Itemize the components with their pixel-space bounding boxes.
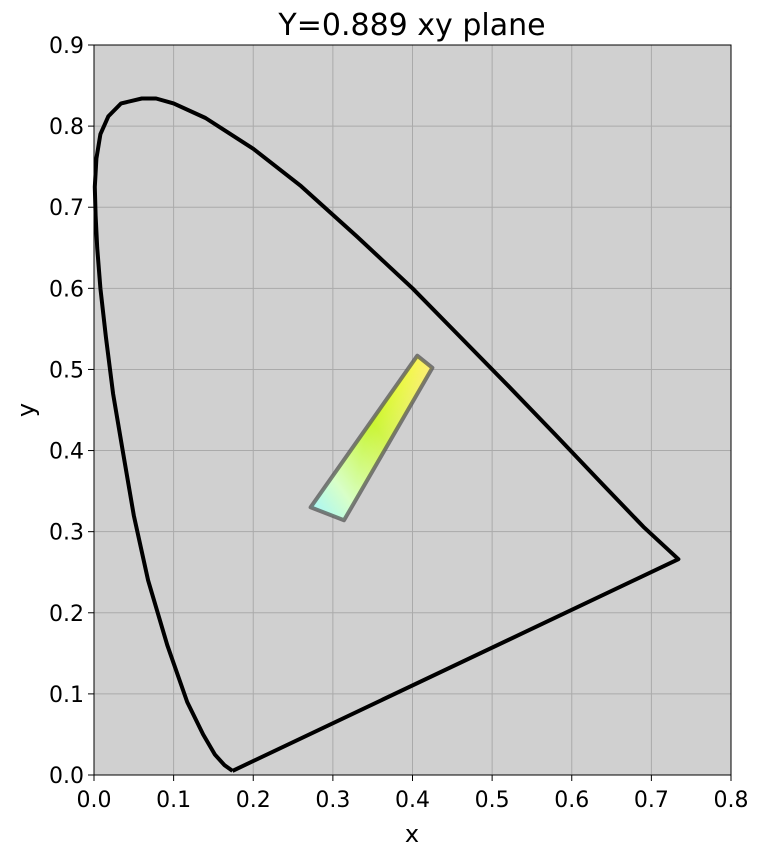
- y-tick-label: 0.1: [49, 683, 84, 708]
- y-tick-label: 0.9: [49, 34, 84, 59]
- gamut-slice-tint: [310, 355, 433, 521]
- y-tick-label: 0.7: [49, 196, 84, 221]
- x-tick-label: 0.4: [395, 788, 430, 813]
- x-tick-label: 0.6: [554, 788, 589, 813]
- gamut-slice-outline: [308, 353, 435, 523]
- x-tick-label: 0.7: [634, 788, 669, 813]
- y-axis-label: y: [12, 403, 40, 417]
- chart-title: Y=0.889 xy plane: [277, 8, 545, 43]
- y-tick-label: 0.6: [49, 277, 84, 302]
- y-tick-label: 0.5: [49, 358, 84, 383]
- y-tick-label: 0.8: [49, 115, 84, 140]
- ticks: 0.0 0.1 0.2 0.3 0.4 0.5 0.6 0.7 0.8 0.0 0.1 0.2 0.3 0…: [49, 34, 749, 813]
- x-tick-label: 0.1: [156, 788, 191, 813]
- x-tick-label: 0.0: [77, 788, 112, 813]
- x-tick-label: 0.2: [236, 788, 271, 813]
- series-layer: [92, 96, 681, 773]
- x-tick-label: 0.8: [714, 788, 749, 813]
- y-tick-label: 0.3: [49, 521, 84, 546]
- x-tick-label: 0.5: [475, 788, 510, 813]
- x-tick-label: 0.3: [315, 788, 350, 813]
- y-tick-label: 0.4: [49, 440, 84, 465]
- x-axis-label: x: [405, 820, 419, 848]
- y-tick-label: 0.0: [49, 764, 84, 789]
- y-tick-label: 0.2: [49, 602, 84, 627]
- spectral-locus-line: [92, 96, 681, 773]
